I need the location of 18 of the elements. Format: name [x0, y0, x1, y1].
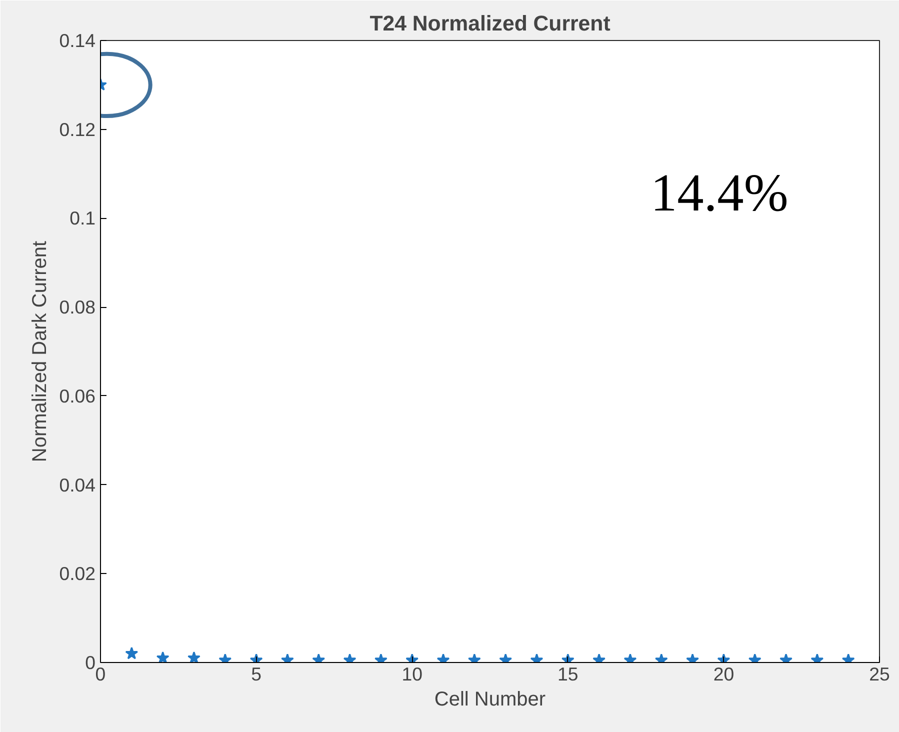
- y-tick-label: 0.14: [59, 30, 96, 51]
- x-tick-label: 15: [558, 664, 578, 684]
- x-tick-label: 20: [713, 664, 734, 684]
- y-tick-label: 0.04: [59, 474, 96, 496]
- y-tick-label: 0.02: [59, 563, 96, 584]
- chart-title: T24 Normalized Current: [370, 12, 610, 36]
- point: [156, 651, 170, 662]
- x-tick-label: 10: [402, 664, 422, 684]
- x-tick-label: 25: [869, 664, 890, 684]
- y-tick-label: 0.06: [59, 385, 96, 406]
- point: [188, 651, 200, 662]
- y-tick-label: 0.08: [59, 296, 96, 318]
- x-tick-label: 5: [251, 664, 262, 684]
- annotation: 14.4%: [650, 162, 788, 222]
- x-axis-title: Cell Number: [434, 688, 546, 710]
- y-tick-label: 0.12: [59, 118, 96, 140]
- y-tick-label: 0.1: [70, 208, 96, 229]
- y-axis-title: Normalized Dark Current: [29, 240, 52, 462]
